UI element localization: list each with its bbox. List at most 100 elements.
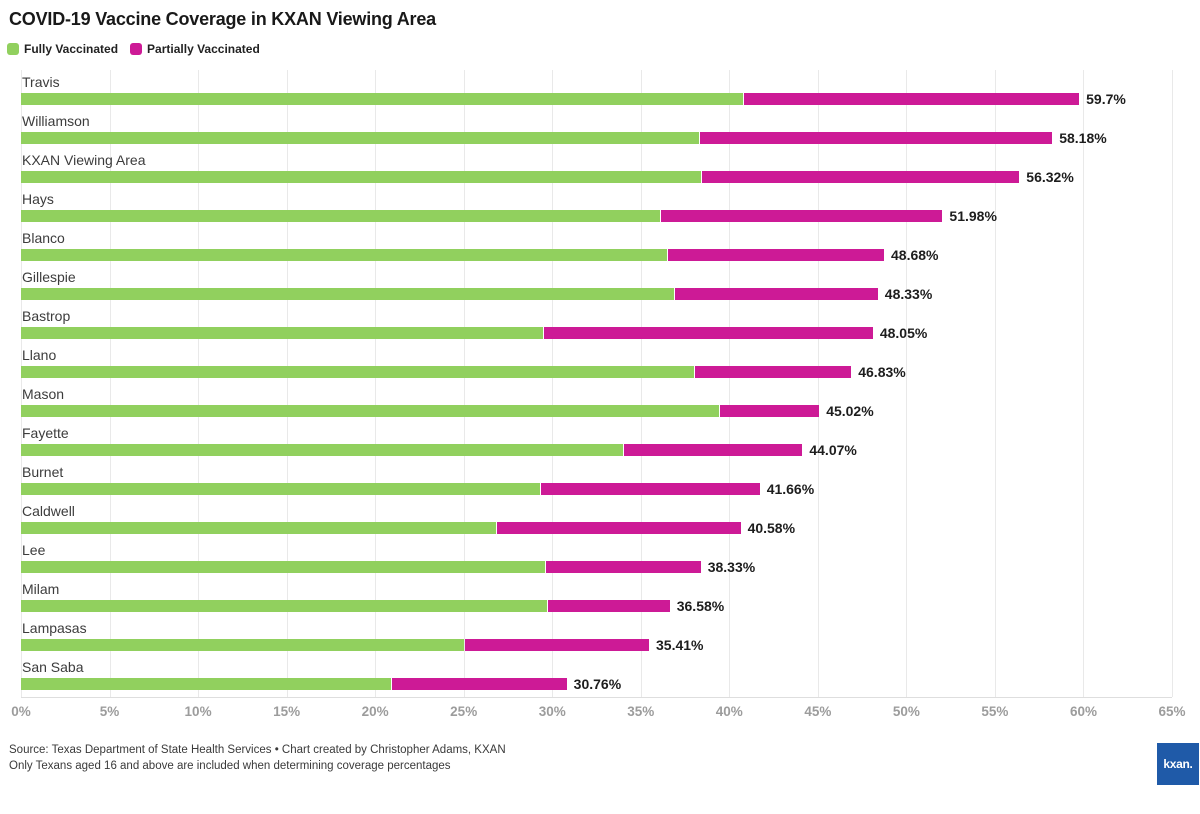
x-axis-tick: 0% bbox=[11, 704, 31, 719]
x-axis-tick: 25% bbox=[450, 704, 478, 719]
page-title: COVID-19 Vaccine Coverage in KXAN Viewin… bbox=[9, 9, 436, 29]
bar-fully-vaccinated bbox=[21, 288, 675, 300]
bar-partially-vaccinated bbox=[694, 366, 852, 378]
chart-row: Caldwell 40.58% bbox=[21, 502, 1172, 541]
x-axis-tick: 55% bbox=[981, 704, 1009, 719]
bar-line: 41.66% bbox=[21, 482, 1172, 496]
legend-label: Fully Vaccinated bbox=[24, 42, 119, 56]
note-line: Only Texans aged 16 and above are includ… bbox=[9, 759, 451, 772]
x-axis-tick: 40% bbox=[715, 704, 743, 719]
total-label: 45.02% bbox=[826, 403, 874, 419]
bar-partially-vaccinated bbox=[540, 483, 760, 495]
gridline bbox=[817, 70, 819, 697]
bar-fully-vaccinated bbox=[21, 639, 464, 651]
chart-row: Lampasas 35.41% bbox=[21, 619, 1172, 658]
total-label: 48.33% bbox=[884, 286, 933, 302]
x-axis-tick: 20% bbox=[361, 704, 389, 719]
bar-fully-vaccinated bbox=[21, 171, 701, 183]
gridline bbox=[463, 70, 465, 697]
gridlines bbox=[21, 70, 1173, 697]
county-label: Blanco bbox=[22, 230, 65, 246]
county-label: Hays bbox=[22, 191, 54, 207]
total-label: 35.41% bbox=[656, 637, 704, 653]
chart-row: Blanco 48.68% bbox=[21, 229, 1172, 268]
chart-header: COVID-19 Vaccine Coverage in KXAN Viewin… bbox=[0, 0, 1200, 56]
total-label: 51.98% bbox=[949, 208, 997, 224]
chart-row: Burnet 41.66% bbox=[21, 463, 1172, 502]
county-label: Burnet bbox=[22, 464, 64, 480]
total-label: 46.83% bbox=[858, 364, 906, 380]
chart-row: Travis 59.7% bbox=[21, 73, 1172, 112]
chart-row: Williamson 58.18% bbox=[21, 112, 1172, 151]
county-label: Williamson bbox=[22, 113, 90, 129]
gridline bbox=[375, 70, 377, 697]
bar-fully-vaccinated bbox=[21, 405, 719, 417]
chart-row: Gillespie 48.33% bbox=[21, 268, 1172, 307]
gridline bbox=[1172, 70, 1173, 697]
bar-fully-vaccinated bbox=[21, 249, 668, 261]
total-label: 44.07% bbox=[809, 442, 857, 458]
bar-partially-vaccinated bbox=[668, 249, 884, 261]
legend-item: Fully Vaccinated bbox=[7, 42, 118, 56]
chart-row: Lee 38.33% bbox=[21, 541, 1172, 580]
total-label: 40.58% bbox=[747, 520, 796, 536]
bar-partially-vaccinated bbox=[392, 678, 567, 690]
bar-line: 56.32% bbox=[21, 170, 1172, 184]
x-axis-tick: 15% bbox=[273, 704, 301, 719]
x-axis: 0% 5% 10% 15% 20% 25% 30% 35% 40% 45% 50% 55% 60% 65% bbox=[11, 698, 1185, 724]
bar-line: 35.41% bbox=[21, 637, 1172, 653]
chart-row: KXAN Viewing Area 56.32% bbox=[21, 151, 1172, 190]
bar-fully-vaccinated bbox=[21, 366, 694, 378]
bar-line: 48.68% bbox=[21, 248, 1172, 262]
bar-line: 46.83% bbox=[21, 364, 1172, 380]
bar-partially-vaccinated bbox=[661, 210, 943, 222]
bar-line: 59.7% bbox=[21, 92, 1172, 106]
total-label: 30.76% bbox=[573, 676, 622, 692]
kxan-logo[interactable]: kxan. bbox=[1157, 743, 1199, 785]
bar-line: 58.18% bbox=[21, 131, 1172, 145]
footer-notes: Source: Texas Department of State Health… bbox=[9, 743, 506, 774]
total-label: 38.33% bbox=[707, 559, 756, 575]
bar-partially-vaccinated bbox=[496, 522, 741, 534]
bar-line: 48.05% bbox=[21, 326, 1172, 340]
county-label: Travis bbox=[22, 74, 60, 90]
x-axis-tick: 50% bbox=[892, 704, 920, 719]
gridline bbox=[198, 70, 200, 697]
bar-fully-vaccinated bbox=[21, 327, 544, 339]
bar-partially-vaccinated bbox=[701, 171, 1020, 183]
gridline bbox=[552, 70, 554, 697]
bar-line: 38.33% bbox=[21, 559, 1172, 575]
bar-fully-vaccinated bbox=[21, 561, 546, 573]
chart-row: Llano 46.83% bbox=[21, 346, 1172, 385]
bar-fully-vaccinated bbox=[21, 600, 547, 612]
gridline bbox=[286, 70, 288, 697]
county-label: San Saba bbox=[22, 659, 84, 675]
bar-line: 45.02% bbox=[21, 403, 1172, 419]
county-label: Bastrop bbox=[22, 308, 71, 324]
county-label: Lee bbox=[22, 542, 46, 558]
bar-partially-vaccinated bbox=[546, 561, 701, 573]
bar-line: 51.98% bbox=[21, 208, 1172, 224]
gridline bbox=[640, 70, 642, 697]
bar-fully-vaccinated bbox=[21, 522, 496, 534]
legend: Fully Vaccinated Partially Vaccinated bbox=[7, 42, 1192, 56]
gridline bbox=[994, 70, 996, 697]
legend-label: Partially Vaccinated bbox=[147, 42, 260, 56]
bar-partially-vaccinated bbox=[547, 600, 670, 612]
bar-partially-vaccinated bbox=[624, 444, 803, 456]
bar-partially-vaccinated bbox=[464, 639, 650, 651]
county-label: Caldwell bbox=[22, 503, 75, 519]
bar-partially-vaccinated bbox=[744, 93, 1080, 105]
bar-partially-vaccinated bbox=[719, 405, 820, 417]
county-label: KXAN Viewing Area bbox=[22, 152, 146, 168]
legend-swatch-icon bbox=[7, 43, 19, 55]
x-axis-tick: 10% bbox=[184, 704, 212, 719]
bar-fully-vaccinated bbox=[21, 93, 744, 105]
bar-fully-vaccinated bbox=[21, 678, 392, 690]
source-line: Source: Texas Department of State Health… bbox=[9, 744, 506, 756]
bar-line: 30.76% bbox=[21, 676, 1172, 692]
plot-area: Travis 59.7% Williamson 58.18% KXAN Viewing … bbox=[21, 70, 1173, 698]
chart-row: Hays 51.98% bbox=[21, 190, 1172, 229]
bar-fully-vaccinated bbox=[21, 132, 700, 144]
county-label: Mason bbox=[22, 386, 65, 402]
